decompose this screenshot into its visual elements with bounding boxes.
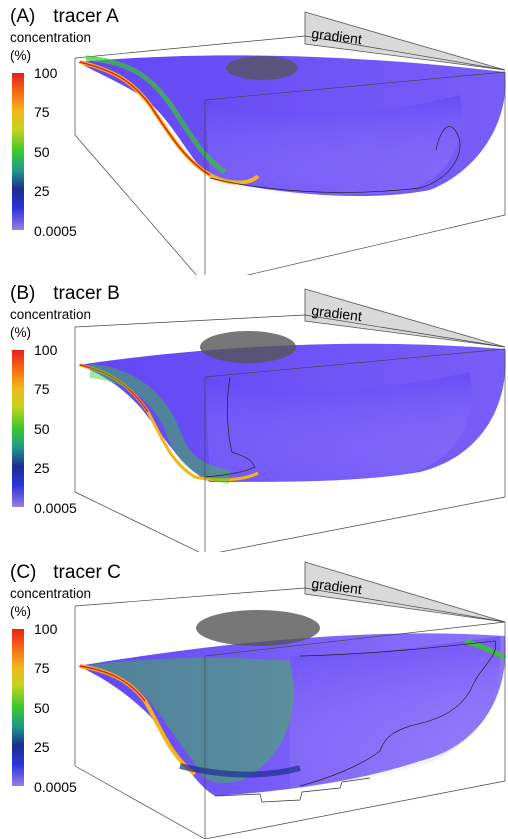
panel-label: (B): [10, 283, 36, 304]
colorbar-label: concentration: [10, 586, 92, 601]
colorbar-tick: 0.0005: [34, 779, 77, 795]
colorbar-tick: 0.0005: [34, 223, 77, 239]
bounding-box: [74, 35, 506, 275]
colorbar-tick: 75: [34, 381, 50, 397]
gradient-arrow: [304, 11, 506, 71]
colorbar-label: concentration: [10, 307, 92, 322]
colorbar-unit: (%): [10, 604, 31, 619]
colorbar-tick: 25: [34, 183, 50, 199]
colorbar-tick: 25: [34, 460, 50, 476]
source-mound: [196, 610, 320, 646]
colorbar-tick: 100: [34, 342, 58, 358]
tracer-front-green: [85, 55, 227, 175]
gradient-arrow: [304, 288, 506, 348]
panel-title: (C) tracer C: [10, 562, 121, 584]
bottom-steps: [214, 777, 371, 803]
panel-tracer-c: gradient (C) tracer C concentration (%) …: [0, 556, 508, 839]
contour-line: [299, 640, 497, 787]
panel-tracer-b: gradient (B) tracer B concentration (%) …: [0, 277, 508, 552]
gradient-label: gradient: [311, 25, 363, 47]
plume-fade: [205, 372, 472, 483]
contour-line: [204, 376, 256, 478]
colorbar-tick: 50: [34, 421, 50, 437]
plume-fade: [205, 95, 462, 195]
bounding-box-front: [204, 71, 506, 275]
colorbar-tick: 100: [34, 65, 58, 81]
gradient-label: gradient: [311, 575, 363, 597]
tracer-c-volume-render: gradient: [74, 561, 507, 839]
colorbar-tick: 0.0005: [34, 500, 77, 516]
tracer-front-band: [80, 657, 294, 783]
bounding-box-front: [204, 348, 506, 552]
tracer-front-core: [79, 61, 211, 176]
tracer-name: tracer A: [53, 6, 119, 27]
gradient-arrow: [304, 561, 506, 623]
colorbar-label: concentration: [10, 30, 92, 45]
bounding-box: [74, 314, 506, 552]
source-mound: [200, 331, 296, 363]
bounding-box: [74, 587, 506, 839]
tracer-name: tracer C: [53, 562, 121, 583]
panel-label: (C): [10, 562, 37, 583]
colorbar-tick: 25: [34, 739, 50, 755]
gradient-label: gradient: [311, 302, 363, 324]
colorbar-tick: 100: [34, 621, 58, 637]
panel-tracer-a: gradient (A) tracer A concentration (%) …: [0, 0, 508, 275]
tracer-name: tracer B: [53, 283, 120, 304]
source-mound: [226, 56, 298, 80]
contour-line: [209, 126, 461, 193]
colorbar-unit: (%): [10, 48, 31, 63]
colorbar-tick: 75: [34, 660, 50, 676]
panel-title: (B) tracer B: [10, 283, 120, 305]
tracer-b-volume-render: gradient: [74, 288, 506, 552]
colorbar-unit: (%): [10, 325, 31, 340]
tracer-front-green: [89, 364, 232, 484]
colorbar-tick: 75: [34, 104, 50, 120]
colorbar: [12, 73, 24, 230]
panel-label: (A): [10, 6, 36, 27]
plume-fade: [290, 636, 501, 788]
tracer-a-volume-render: gradient: [74, 11, 506, 275]
colorbar-tick: 50: [34, 700, 50, 716]
tracer-front-blue-band: [179, 763, 301, 778]
bounding-box-front: [204, 621, 506, 839]
panel-title: (A) tracer A: [10, 6, 119, 28]
tracer-front-core: [79, 665, 146, 702]
colorbar-tick: 50: [34, 144, 50, 160]
colorbar: [12, 629, 24, 786]
tracer-streak: [464, 638, 507, 661]
colorbar: [12, 350, 24, 507]
tracer-front-core: [79, 364, 149, 413]
